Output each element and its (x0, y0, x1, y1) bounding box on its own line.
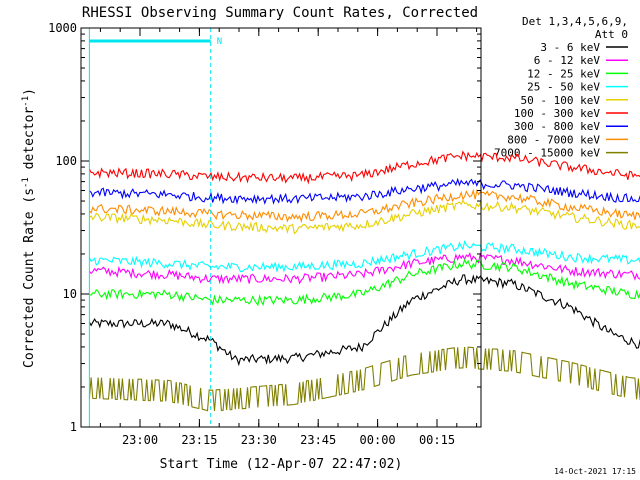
y-tick-label: 10 (63, 287, 77, 301)
series-line-8 (88, 188, 640, 224)
legend-label-4: 25 - 50 keV (527, 81, 600, 94)
x-axis-label: Start Time (12-Apr-07 22:47:02) (160, 457, 403, 472)
chart-title: RHESSI Observing Summary Count Rates, Co… (82, 5, 478, 21)
series-line-3 (89, 258, 640, 307)
x-tick-label: 00:15 (419, 433, 455, 447)
legend-label-8: 800 - 7000 keV (507, 133, 600, 146)
legend-label-2: 6 - 12 keV (534, 54, 601, 67)
legend-header-line-2: Att 0 (595, 28, 628, 41)
y-axis: 1 10 100 1000 (48, 21, 481, 434)
legend-label-5: 50 - 100 keV (521, 94, 601, 107)
x-tick-label: 23:00 (122, 433, 158, 447)
footer-timestamp: 14-Oct-2021 17:15 (554, 467, 636, 476)
series-line-1 (88, 274, 640, 367)
x-tick-label: 23:45 (300, 433, 336, 447)
y-tick-label: 100 (55, 154, 77, 168)
y-axis-label-end: ) (22, 88, 37, 96)
x-tick-label: 00:00 (360, 433, 396, 447)
x-tick-label: 23:30 (241, 433, 277, 447)
y-axis-label-main: Corrected Count Rate (s (22, 188, 37, 368)
series-line-2 (88, 252, 640, 285)
legend-label-1: 3 - 6 keV (540, 41, 600, 54)
y-tick-label: 1 (70, 420, 77, 434)
legend-label-9: 7000 - 15000 keV (494, 147, 600, 160)
legend-header-line-1: Det 1,3,4,5,6,9, (522, 15, 628, 28)
series-line-5 (89, 199, 640, 235)
plot-frame (80, 27, 482, 428)
night-markers: N (88, 28, 222, 427)
y-axis-label-mid: detector (22, 107, 37, 178)
y-axis-label-sup2: -1 (21, 96, 31, 107)
legend-label-6: 100 - 300 keV (514, 107, 600, 120)
legend-label-3: 12 - 25 keV (527, 67, 600, 80)
legend-label-7: 300 - 800 keV (514, 120, 600, 133)
series-line-7 (89, 177, 640, 205)
y-axis-label-sup1: -1 (21, 177, 31, 188)
x-axis: 23:00 23:15 23:30 23:45 00:00 00:15 (99, 28, 478, 447)
plot-series (88, 150, 640, 412)
series-line-9 (88, 346, 640, 412)
series-line-6 (88, 150, 640, 185)
y-tick-label: 1000 (48, 21, 77, 35)
x-tick-label: 23:15 (181, 433, 217, 447)
night-label: N (217, 37, 222, 47)
y-axis-label: Corrected Count Rate (s-1 detector-1) (21, 88, 37, 368)
series-line-4 (88, 240, 640, 273)
